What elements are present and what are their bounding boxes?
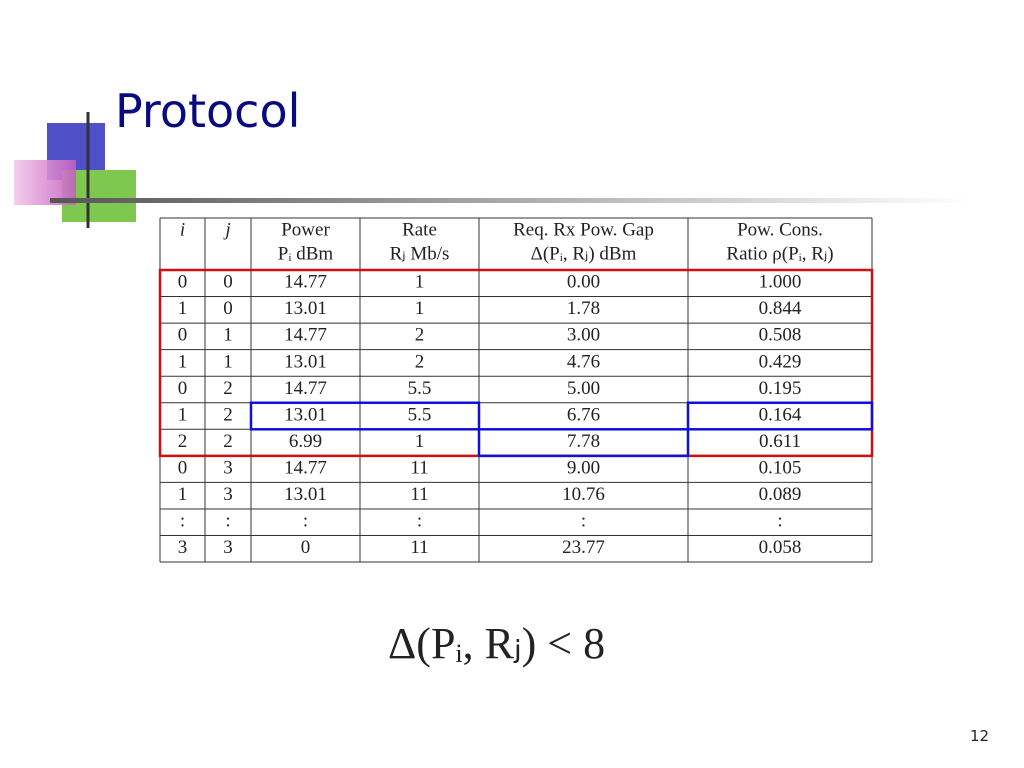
table-cell: 1	[178, 484, 188, 505]
table-cell: 13.01	[284, 404, 327, 425]
table-cell: 6.76	[567, 404, 600, 425]
table-cell: 3	[223, 484, 233, 505]
table-cell: :	[581, 511, 586, 532]
table-cell: 1	[415, 298, 425, 319]
table-cell: 3.00	[567, 325, 600, 346]
table-cell: 0.058	[759, 537, 802, 558]
highlight-blue	[477, 428, 690, 458]
title-rule	[50, 198, 970, 203]
table-cell: :	[180, 511, 185, 532]
table-cell: 4.76	[567, 351, 600, 372]
table-cell: 1	[415, 431, 425, 452]
header-cell: Δ(Pᵢ, Rⱼ) dBm	[531, 243, 637, 264]
table-cell: 0	[223, 272, 233, 293]
table-cell: 2	[223, 404, 233, 425]
table-cell: 11	[410, 457, 428, 478]
header-cell: i	[180, 219, 185, 240]
table-cell: 0.089	[759, 484, 802, 505]
table-cell: 11	[410, 537, 428, 558]
slide-title: Protocol	[115, 84, 300, 138]
table-cell: 1	[178, 298, 188, 319]
table-cell: 0.429	[759, 351, 802, 372]
table-cell: 14.77	[284, 272, 327, 293]
table-cell: 0.00	[567, 272, 600, 293]
table-cell: 2	[223, 431, 233, 452]
table-cell: 13.01	[284, 484, 327, 505]
table-cell: 1	[223, 325, 233, 346]
table-cell: 0.105	[759, 457, 802, 478]
table-cell: 1	[415, 272, 425, 293]
table-cell: 1	[223, 351, 233, 372]
table-cell: 13.01	[284, 298, 327, 319]
table-cell: 3	[223, 537, 233, 558]
table-cell: 7.78	[567, 431, 600, 452]
table-cell: 2	[178, 431, 188, 452]
highlight-blue	[249, 401, 481, 431]
table-cell: :	[417, 511, 422, 532]
table-cell: 14.77	[284, 325, 327, 346]
table-cell: 3	[178, 537, 188, 558]
table-cell: 1	[178, 404, 188, 425]
table-cell: 23.77	[562, 537, 605, 558]
table-cell: :	[303, 511, 308, 532]
header-cell: Ratio ρ(Pᵢ, Rⱼ)	[726, 243, 833, 264]
table-cell: 0	[223, 298, 233, 319]
table-cell: 0	[178, 325, 188, 346]
table-cell: 1.78	[567, 298, 600, 319]
header-cell: j	[222, 219, 230, 240]
table-cell: 9.00	[567, 457, 600, 478]
table-cell: 1	[178, 351, 188, 372]
table-cell: 0	[178, 378, 188, 399]
table-cell: 14.77	[284, 457, 327, 478]
table-cell: 0.611	[759, 431, 801, 452]
table-cell: 0	[301, 537, 311, 558]
table-cell: 2	[415, 351, 425, 372]
formula: Δ(Pᵢ, Rⱼ) < 8	[388, 619, 605, 668]
table-cell: 0.195	[759, 378, 802, 399]
table-cell: 0	[178, 457, 188, 478]
header-cell: Pow. Cons.	[737, 219, 823, 240]
table-cell: 5.00	[567, 378, 600, 399]
table-cell: 13.01	[284, 351, 327, 372]
logo	[14, 112, 136, 228]
header-cell: Req. Rx Pow. Gap	[513, 219, 654, 240]
header-cell: Pᵢ dBm	[278, 243, 334, 264]
table-cell: 5.5	[408, 404, 432, 425]
header-cell: Rⱼ Mb/s	[390, 243, 450, 264]
table-cell: 0.508	[759, 325, 802, 346]
table-cell: 0.844	[759, 298, 802, 319]
header-cell: Rate	[402, 219, 437, 240]
header-cell: Power	[281, 219, 330, 240]
table-cell: 2	[415, 325, 425, 346]
table-cell: 0	[178, 272, 188, 293]
table-cell: :	[777, 511, 782, 532]
table-cell: 10.76	[562, 484, 605, 505]
table-cell: 14.77	[284, 378, 327, 399]
table-cell: 0.164	[759, 404, 802, 425]
table-cell: 2	[223, 378, 233, 399]
table-cell: 6.99	[289, 431, 322, 452]
table-cell: :	[225, 511, 230, 532]
highlight-blue	[686, 401, 874, 431]
table-cell: 5.5	[408, 378, 432, 399]
page-number: 12	[970, 727, 989, 745]
table: i j Power Pᵢ dBm Rate Rⱼ Mb/s Req. Rx Pow. Gap…	[158, 217, 874, 563]
table-cell: 1.000	[759, 272, 802, 293]
table-cell: 11	[410, 484, 428, 505]
table-cell: 3	[223, 457, 233, 478]
